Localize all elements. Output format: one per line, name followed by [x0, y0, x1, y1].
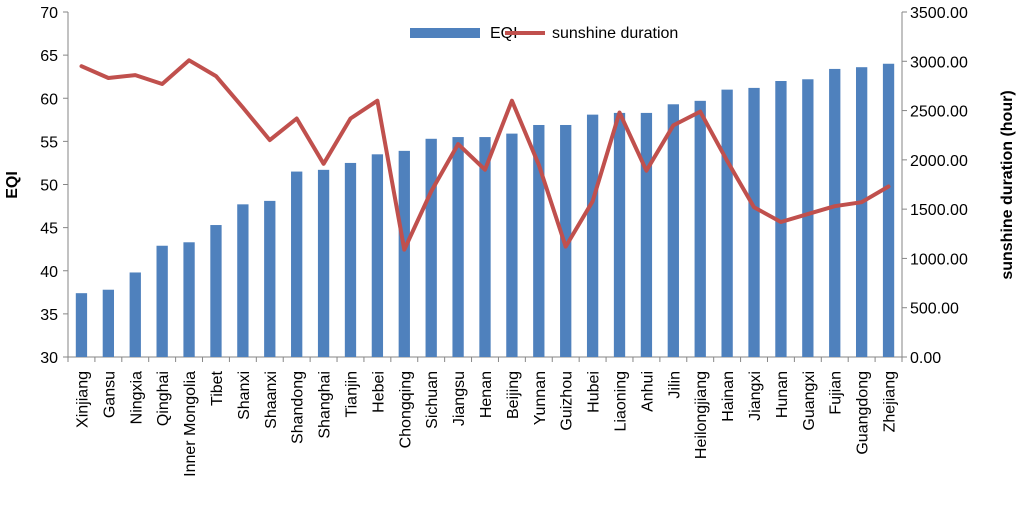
x-tick-label: Yunnan [532, 371, 549, 425]
eqi-bar [882, 63, 895, 357]
x-tick-label: Qinghai [155, 371, 172, 426]
x-tick-label: Jilin [666, 371, 683, 399]
x-tick-label: Gansu [101, 371, 118, 418]
y-axis-title-left: EQI [4, 171, 21, 199]
y-tick-label-right: 2000.00 [910, 153, 968, 170]
y-tick-label-right: 500.00 [910, 301, 959, 318]
y-tick-label-left: 55 [40, 134, 58, 151]
sunshine-duration-line [79, 58, 891, 252]
eqi-bar [344, 162, 357, 357]
y-tick-label-left: 70 [40, 5, 58, 22]
eqi-bar [237, 204, 249, 357]
x-tick-label: Hunan [774, 371, 791, 418]
y-tick-label-right: 0.00 [910, 350, 941, 367]
sunshine-line-group [79, 58, 891, 252]
y-tick-label-left: 35 [40, 307, 58, 324]
eqi-bar [479, 137, 491, 357]
eqi-bar [775, 81, 787, 357]
x-tick-label: Tianjin [343, 371, 360, 418]
legend-label-sunshine: sunshine duration [552, 25, 678, 42]
x-tick-label: Anhui [639, 371, 656, 412]
eqi-bar [129, 272, 141, 357]
y-axis-title-right: sunshine duration (hour) [999, 90, 1016, 279]
x-tick-label: Shanxi [236, 371, 253, 420]
y-tick-label-left: 45 [40, 221, 58, 238]
eqi-bar [371, 154, 384, 357]
eqi-bar [829, 68, 841, 358]
eqi-bar [425, 138, 437, 357]
eqi-bar [586, 114, 599, 357]
y-tick-label-right: 1000.00 [910, 251, 968, 268]
y-tick-label-right: 3500.00 [910, 5, 968, 22]
eqi-bar [156, 245, 168, 357]
eqi-bar [667, 104, 679, 357]
x-tick-label: Fujian [828, 371, 845, 415]
x-tick-label: Hubei [586, 371, 603, 413]
eqi-bar [317, 169, 330, 357]
x-tick-label: Guizhou [559, 371, 576, 431]
x-tick-label: Heilongjiang [693, 371, 710, 459]
eqi-bar [398, 150, 410, 357]
legend-swatch-eqi [410, 28, 480, 38]
x-tick-label: Xinjiang [74, 371, 91, 428]
x-tick-label: Liaoning [613, 371, 630, 432]
x-tick-label: Jiangsu [451, 371, 468, 426]
y-tick-label-right: 1500.00 [910, 202, 968, 219]
y-tick-label-left: 40 [40, 264, 58, 281]
eqi-bar [748, 87, 760, 358]
x-tick-label: Hebei [370, 371, 387, 413]
eqi-bar [75, 293, 88, 357]
x-tick-label: Hainan [720, 371, 737, 422]
x-tick-label: Shaanxi [263, 371, 280, 429]
x-tick-label: Henan [478, 371, 495, 418]
y-tick-label-left: 50 [40, 178, 58, 195]
y-tick-label-left: 30 [40, 350, 58, 367]
x-tick-label: Shanghai [317, 371, 334, 439]
eqi-bar [694, 100, 706, 358]
x-tick-label: Ningxia [128, 371, 145, 424]
eqi-bar [640, 112, 653, 357]
x-tick-label: Shandong [290, 371, 307, 444]
eqi-bar [102, 289, 115, 357]
x-tick-label: Sichuan [424, 371, 441, 429]
y-tick-label-right: 2500.00 [910, 104, 968, 121]
legend-label-eqi: EQI [490, 25, 518, 42]
eqi-bar [264, 200, 276, 357]
eqi-bar [855, 67, 868, 357]
x-tick-label: Beijing [505, 371, 522, 419]
x-tick-label: Zhejiang [882, 371, 899, 432]
eqi-bar [613, 112, 626, 357]
eqi-bar [721, 89, 733, 357]
x-tick-label: Guangdong [855, 371, 872, 455]
eqi-bar [452, 137, 464, 357]
eqi-bar [506, 133, 518, 357]
y-tick-label-left: 65 [40, 48, 58, 65]
legend: EQI sunshine duration [410, 25, 678, 42]
eqi-bars [75, 63, 895, 358]
x-tick-label: Tibet [209, 370, 226, 406]
x-tick-label: Chongqing [397, 371, 414, 448]
eqi-bar [802, 79, 814, 358]
y-tick-label-right: 3000.00 [910, 54, 968, 71]
tick-labels: 30 35 40 45 50 55 60 65 70 0.00 500.00 1000.00 1500.… [40, 5, 968, 477]
eqi-bar [183, 242, 195, 357]
eqi-bar [291, 171, 303, 357]
eqi-bar [533, 124, 545, 357]
x-tick-label: Inner Mongolia [182, 371, 199, 477]
eqi-bar [210, 225, 222, 357]
x-tick-label: Jiangxi [747, 371, 764, 421]
y-tick-label-left: 60 [40, 91, 58, 108]
x-tick-label: Guangxi [801, 371, 818, 431]
